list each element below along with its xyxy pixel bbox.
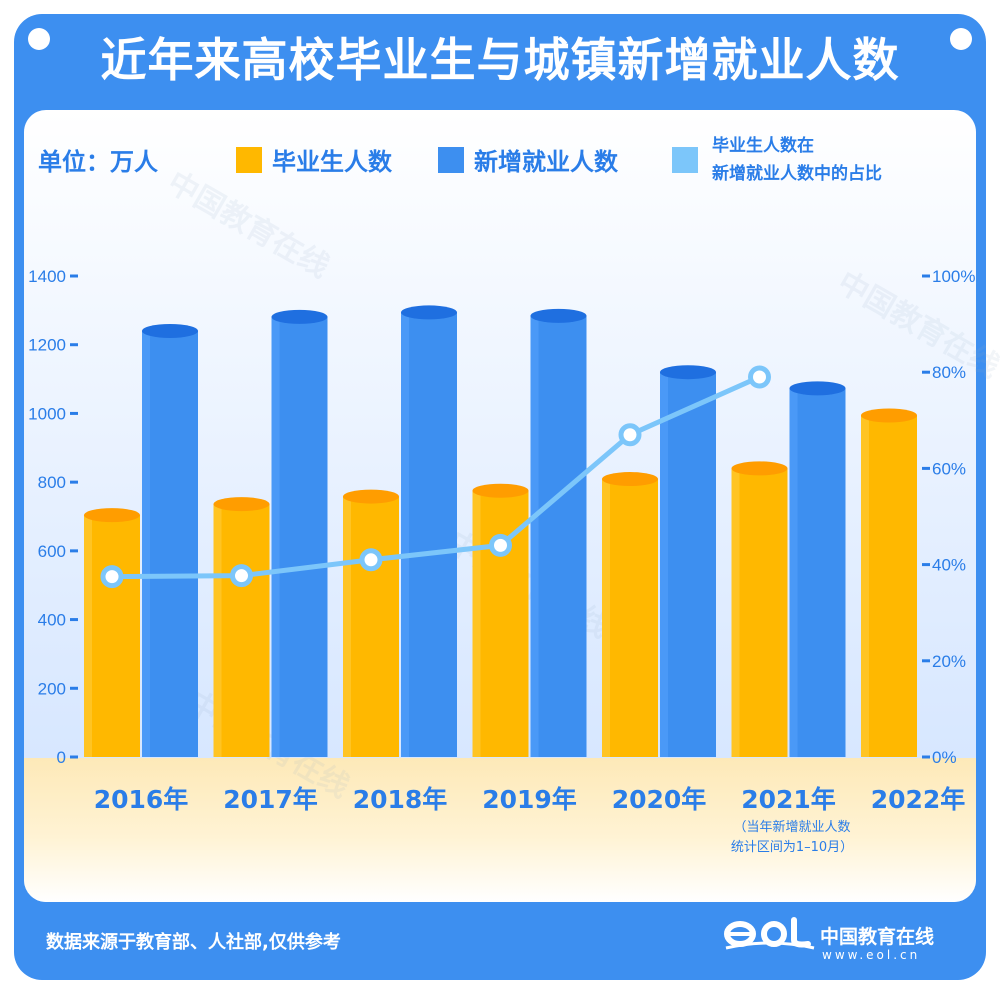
bar-cap xyxy=(271,309,328,324)
bar-highlight xyxy=(602,479,610,757)
bar-cap xyxy=(660,365,716,380)
bar-cap xyxy=(861,408,917,423)
footnote-line1: （当年新增就业人数 xyxy=(733,820,851,835)
y-right-tick-label: 60% xyxy=(932,459,966,478)
y-left-tick-label: 200 xyxy=(38,679,66,698)
bar-cap xyxy=(602,472,658,487)
bar-cap xyxy=(401,305,457,320)
bar-cap xyxy=(213,497,270,512)
bar-highlight xyxy=(84,515,92,757)
bar-graduates xyxy=(861,415,917,757)
x-tick-label: 2020年 xyxy=(612,785,707,814)
bar-new-jobs xyxy=(401,312,457,757)
footnote: （当年新增就业人数 统计区间为1–10月） xyxy=(712,818,872,858)
legend-label-graduates: 毕业生人数 xyxy=(272,148,392,176)
bar-highlight xyxy=(343,496,351,757)
y-right-tick-label: 40% xyxy=(932,556,966,575)
bar-cap xyxy=(84,508,140,523)
legend-swatch-ratio xyxy=(672,147,698,173)
bar-new-jobs xyxy=(530,315,587,757)
y-left-tick-label: 800 xyxy=(38,473,66,492)
ratio-point xyxy=(618,423,642,447)
bar-cap xyxy=(530,308,587,323)
x-tick-label: 2016年 xyxy=(94,785,189,814)
legend-label-ratio-line2: 新增就业人数中的占比 xyxy=(712,164,882,184)
bar-highlight xyxy=(789,388,798,757)
ratio-point xyxy=(489,533,512,557)
y-left-tick-label: 1400 xyxy=(28,267,66,286)
y-left-tick-label: 1200 xyxy=(28,336,66,355)
bar-new-jobs xyxy=(271,316,328,757)
y-right-tick-label: 80% xyxy=(932,363,966,382)
bar-highlight xyxy=(401,312,409,757)
bar-highlight xyxy=(530,315,539,757)
y-right-tick-label: 100% xyxy=(932,267,975,286)
footnote-line2: 统计区间为1–10月） xyxy=(730,840,854,855)
legend-swatch-graduates xyxy=(236,147,262,173)
ratio-point xyxy=(359,548,383,572)
bar-new-jobs xyxy=(660,372,716,757)
x-tick-label: 2021年 xyxy=(741,785,836,814)
y-left-tick-label: 0 xyxy=(57,748,66,767)
x-tick-label: 2019年 xyxy=(482,785,577,814)
chart-title: 近年来高校毕业生与城镇新增就业人数 xyxy=(100,33,900,87)
eol-logo-icon xyxy=(724,917,815,950)
bar-cap xyxy=(472,483,529,498)
bar-cap xyxy=(343,489,399,504)
bar-graduates xyxy=(602,479,658,757)
legend-label-new-jobs: 新增就业人数 xyxy=(474,148,618,176)
ratio-point xyxy=(230,564,253,588)
bar-highlight xyxy=(861,415,869,757)
hole-left xyxy=(28,28,50,50)
bar-new-jobs xyxy=(789,388,846,757)
x-tick-label: 2022年 xyxy=(871,785,966,814)
bar-graduates xyxy=(343,496,399,757)
bar-graduates xyxy=(84,515,140,757)
bar-highlight xyxy=(472,490,481,757)
y-right-tick-label: 20% xyxy=(932,652,966,671)
hole-right xyxy=(950,28,972,50)
y-left-tick-label: 1000 xyxy=(28,404,66,423)
bar-highlight xyxy=(731,468,740,757)
bar-cap xyxy=(789,381,846,396)
ratio-point xyxy=(100,565,124,589)
y-right-tick-label: 0% xyxy=(932,748,957,767)
bar-graduates xyxy=(213,504,270,757)
bar-cap xyxy=(142,323,198,338)
bar-highlight xyxy=(271,316,280,757)
bar-highlight xyxy=(213,504,222,757)
chart-floor xyxy=(24,758,976,902)
bar-highlight xyxy=(660,372,668,757)
y-left-tick-label: 400 xyxy=(38,611,66,630)
brand-url: www.eol.cn xyxy=(822,948,921,962)
x-tick-label: 2018年 xyxy=(353,785,448,814)
bar-cap xyxy=(731,461,788,476)
x-tick-label: 2017年 xyxy=(223,785,318,814)
legend-label-ratio-line1: 毕业生人数在 xyxy=(712,136,814,156)
ratio-line xyxy=(111,374,761,580)
bar-highlight xyxy=(142,330,150,757)
ratio-point xyxy=(748,365,771,389)
data-source: 数据来源于教育部、人社部,仅供参考 xyxy=(46,932,341,953)
bar-graduates xyxy=(731,468,788,757)
legend-swatch-new-jobs xyxy=(438,147,464,173)
unit-label: 单位：万人 xyxy=(38,148,158,176)
y-left-tick-label: 600 xyxy=(38,542,66,561)
bar-new-jobs xyxy=(142,330,198,757)
brand-name: 中国教育在线 xyxy=(820,926,935,948)
